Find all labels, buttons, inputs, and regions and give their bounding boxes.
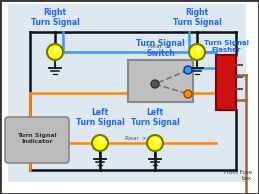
Text: Turn Signal
Switch: Turn Signal Switch xyxy=(136,39,185,58)
Text: Turn Signal
Flasher: Turn Signal Flasher xyxy=(204,40,248,53)
Circle shape xyxy=(184,66,192,74)
Text: Rear >: Rear > xyxy=(125,135,147,140)
FancyBboxPatch shape xyxy=(5,117,69,163)
Circle shape xyxy=(99,138,105,144)
Circle shape xyxy=(196,47,202,53)
Bar xyxy=(128,60,193,102)
Text: Rear >: Rear > xyxy=(148,44,170,49)
Circle shape xyxy=(154,138,160,144)
Circle shape xyxy=(189,44,205,60)
Circle shape xyxy=(184,90,192,98)
Text: Left
Turn Signal: Left Turn Signal xyxy=(76,108,124,127)
Circle shape xyxy=(147,135,163,151)
Text: Left
Turn Signal: Left Turn Signal xyxy=(131,108,179,127)
Text: Right
Turn Signal: Right Turn Signal xyxy=(31,8,79,27)
Bar xyxy=(216,55,236,110)
Circle shape xyxy=(92,135,108,151)
Circle shape xyxy=(54,47,60,53)
Circle shape xyxy=(47,44,63,60)
Circle shape xyxy=(151,80,159,88)
Text: Turn Signal
Indicator: Turn Signal Indicator xyxy=(17,133,57,144)
Text: From Fuse
box: From Fuse box xyxy=(224,170,252,181)
Text: Right
Turn Signal: Right Turn Signal xyxy=(173,8,221,27)
